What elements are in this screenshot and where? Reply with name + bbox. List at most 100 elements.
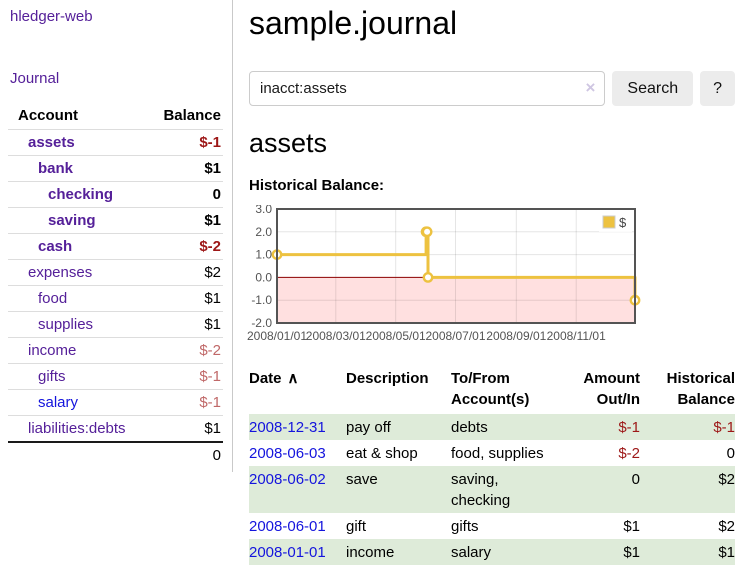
account-balance: $-2: [199, 238, 221, 255]
account-total-balance: 0: [212, 447, 221, 464]
sidebar: hledger-web Journal Account Balance asse…: [0, 0, 233, 472]
account-row: supplies $1: [8, 311, 223, 338]
transaction-date-link[interactable]: 2008-06-01: [249, 517, 326, 535]
account-column-header: Account: [18, 107, 78, 124]
account-link[interactable]: income: [28, 342, 77, 359]
transaction-amount: 0: [631, 470, 640, 488]
transaction-description: eat & shop: [346, 444, 418, 462]
account-link[interactable]: food: [38, 290, 68, 307]
transaction-balance: $2: [718, 517, 735, 535]
search-input[interactable]: [249, 71, 606, 106]
account-row: income $-2: [8, 337, 223, 364]
plot-background: [277, 209, 635, 323]
y-axis-tick-label: 1.0: [255, 248, 272, 262]
negative-region-fill: [277, 277, 635, 323]
x-axis-tick-label: 2008/05/01: [366, 329, 426, 343]
transaction-accounts: salary: [451, 543, 492, 561]
account-balance: $1: [204, 290, 221, 307]
account-row: saving $1: [8, 207, 223, 234]
account-link[interactable]: salary: [38, 394, 79, 411]
account-total-spacer: [8, 442, 150, 468]
account-balance: $1: [204, 420, 221, 437]
transaction-date-link[interactable]: 2008-12-31: [249, 418, 326, 436]
account-link[interactable]: liabilities:debts: [28, 420, 126, 437]
account-link[interactable]: supplies: [38, 316, 94, 333]
transaction-accounts: gifts: [451, 517, 479, 535]
transaction-row: 2008-12-31 pay off debts $-1 $-1: [249, 414, 735, 440]
account-row: liabilities:debts $1: [8, 415, 223, 443]
account-row: assets $-1: [8, 129, 223, 156]
account-link[interactable]: assets: [28, 134, 75, 151]
transaction-row: 2008-06-02 save saving, checking 0 $2: [249, 466, 735, 513]
historical-balance-chart: $3.0 2.0 1.0 0.0 -1.0 -2.0 2008/01/01 2008/03/0…: [245, 205, 735, 345]
account-link[interactable]: gifts: [38, 368, 66, 385]
date-column-header[interactable]: Date ∧: [249, 365, 346, 414]
search-button[interactable]: Search: [612, 71, 694, 106]
legend-swatch: [602, 215, 616, 229]
legend-label: $: [619, 215, 627, 230]
account-link[interactable]: bank: [38, 160, 74, 177]
account-link[interactable]: expenses: [28, 264, 93, 281]
account-tree-table: Account Balance assets $-1 bank $1 checking 0…: [8, 103, 223, 468]
account-row: checking 0: [8, 181, 223, 208]
transaction-accounts: debts: [451, 418, 488, 436]
x-axis-tick-label: 2008/09/01: [486, 329, 546, 343]
x-axis-tick-label: 2008/03/01: [306, 329, 366, 343]
x-axis-tick-label: 2008/07/01: [425, 329, 485, 343]
search-bar: × Search ?: [249, 71, 735, 106]
account-link[interactable]: cash: [38, 238, 73, 255]
y-axis-tick-label: -1.0: [251, 293, 272, 307]
chart-legend: $: [599, 213, 632, 232]
account-link[interactable]: saving: [48, 212, 96, 229]
data-point-marker: [422, 272, 434, 283]
account-link[interactable]: checking: [48, 186, 114, 203]
main-content: sample.journal × Search ? assets Histori…: [233, 0, 742, 565]
account-balance: $-1: [199, 394, 221, 411]
balance-column-header-register: Historical Balance: [666, 370, 735, 408]
accounts-column-header: To/From Account(s): [451, 370, 530, 408]
account-balance: $1: [204, 212, 221, 229]
account-total-row: 0: [8, 442, 223, 468]
transaction-description: save: [346, 470, 378, 488]
account-section-title: assets: [249, 128, 328, 158]
transaction-amount: $1: [623, 543, 640, 561]
account-row: food $1: [8, 285, 223, 312]
app-title-link[interactable]: hledger-web: [10, 8, 93, 25]
transaction-balance: 0: [726, 444, 735, 462]
plot-border: [276, 208, 636, 324]
sort-ascending-icon: ∧: [287, 370, 299, 387]
x-axis-tick-label: 2008/11/01: [547, 329, 606, 343]
transaction-balance: $-1: [713, 418, 735, 436]
y-axis-tick-label: 2.0: [255, 225, 272, 239]
balance-column-header: Balance: [163, 107, 221, 124]
app-root: hledger-web Journal Account Balance asse…: [0, 0, 742, 565]
account-balance: $1: [204, 316, 221, 333]
account-row: bank $1: [8, 155, 223, 182]
account-balance: $2: [204, 264, 221, 281]
account-row: cash $-2: [8, 233, 223, 260]
transaction-date-link[interactable]: 2008-06-03: [249, 444, 326, 462]
transaction-row: 2008-06-01 gift gifts $1 $2: [249, 513, 735, 539]
y-axis-tick-label: -2.0: [251, 316, 272, 330]
account-balance: $-1: [199, 134, 221, 151]
transaction-accounts: saving, checking: [451, 470, 511, 509]
register-header-row: Date ∧ Description To/From Account(s) Amo…: [249, 365, 735, 414]
help-button[interactable]: ?: [700, 71, 735, 106]
sidebar-item-journal[interactable]: Journal: [10, 70, 60, 87]
transaction-amount: $-1: [618, 418, 640, 436]
clear-search-icon[interactable]: ×: [585, 78, 596, 97]
transaction-description: pay off: [346, 418, 391, 436]
account-balance: $-2: [199, 342, 221, 359]
transaction-date-link[interactable]: 2008-06-02: [249, 470, 326, 488]
data-point-marker: [421, 226, 433, 238]
description-column-header: Description: [346, 370, 429, 387]
transaction-row: 2008-01-01 income salary $1 $1: [249, 539, 735, 565]
transaction-description: gift: [346, 517, 367, 535]
register-table-body: 2008-12-31 pay off debts $-1 $-1 2008-06-03 ea…: [249, 414, 735, 565]
account-row: salary $-1: [8, 389, 223, 416]
x-axis-tick-label: 2008/01/01: [247, 329, 307, 343]
transaction-date-link[interactable]: 2008-01-01: [249, 543, 326, 561]
account-balance: $-1: [199, 368, 221, 385]
register-table: Date ∧ Description To/From Account(s) Amo…: [249, 365, 735, 565]
transaction-balance: $2: [718, 470, 735, 488]
